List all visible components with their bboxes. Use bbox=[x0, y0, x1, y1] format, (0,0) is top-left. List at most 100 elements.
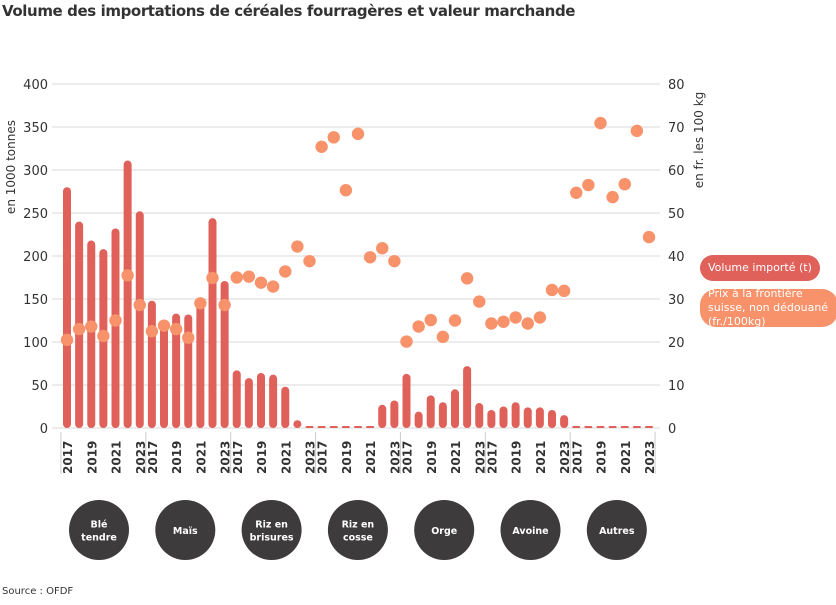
dot-price bbox=[327, 131, 340, 144]
bar-volume bbox=[172, 313, 181, 428]
y-left-tick-label: 300 bbox=[23, 164, 48, 179]
bar-volume bbox=[244, 378, 253, 428]
x-tick-label-year: 2019 bbox=[510, 441, 524, 474]
dot-price bbox=[169, 322, 183, 336]
x-tick-label-year: 2017 bbox=[231, 441, 245, 474]
bar-volume bbox=[451, 389, 459, 428]
x-tick-label-year: 2019 bbox=[85, 441, 99, 474]
dot-price bbox=[497, 315, 510, 328]
dot-price bbox=[376, 242, 389, 255]
category-badge bbox=[155, 500, 216, 560]
dot-price bbox=[109, 314, 122, 327]
bar-volume bbox=[499, 406, 508, 428]
bar-volume bbox=[123, 160, 132, 429]
bar-volume bbox=[402, 373, 411, 428]
bar-volume bbox=[147, 300, 156, 428]
y-right-tick-label: 10 bbox=[668, 379, 685, 394]
bar-volume bbox=[366, 426, 375, 428]
dot-price bbox=[351, 127, 365, 141]
dot-price bbox=[630, 124, 644, 138]
y-right-tick-label: 70 bbox=[668, 121, 685, 136]
dot-price bbox=[339, 184, 353, 197]
bar-volume bbox=[329, 426, 338, 428]
y-right-tick-label: 40 bbox=[668, 250, 685, 265]
bar-volume bbox=[535, 407, 544, 428]
x-tick-label-year: 2019 bbox=[255, 441, 269, 474]
y-right-tick-label: 80 bbox=[668, 78, 685, 93]
dot-price bbox=[194, 297, 207, 310]
x-tick-label-year: 2023 bbox=[304, 441, 318, 474]
x-tick-label-year: 2021 bbox=[110, 441, 124, 474]
dot-price bbox=[254, 276, 268, 289]
dot-price bbox=[230, 271, 243, 284]
category-badge bbox=[69, 500, 129, 560]
dot-price bbox=[72, 322, 86, 336]
dot-price bbox=[206, 271, 219, 285]
dot-price bbox=[412, 320, 425, 333]
dot-price bbox=[97, 329, 110, 343]
bar-volume bbox=[632, 426, 641, 428]
dot-price bbox=[606, 190, 619, 204]
dot-price bbox=[279, 265, 292, 278]
x-tick-label-year: 2019 bbox=[340, 441, 354, 474]
bar-volume bbox=[341, 426, 350, 428]
dot-price bbox=[315, 140, 328, 153]
dot-price bbox=[533, 311, 547, 324]
dot-price bbox=[594, 116, 607, 130]
y-left-tick-label: 50 bbox=[31, 379, 48, 394]
x-tick-label-year: 2023 bbox=[134, 441, 148, 474]
dot-price bbox=[145, 325, 159, 338]
category-label: tendre bbox=[81, 533, 117, 544]
dot-price bbox=[363, 251, 377, 264]
category-badge bbox=[586, 500, 647, 560]
y-right-tick-label: 50 bbox=[668, 207, 685, 222]
legend-price: Prix à la frontière suisse, non dédouané… bbox=[700, 287, 836, 328]
dot-price bbox=[448, 314, 462, 327]
bar-volume bbox=[293, 420, 302, 428]
dot-price bbox=[485, 317, 498, 330]
x-tick-label-year: 2017 bbox=[401, 441, 415, 474]
dot-price bbox=[557, 284, 571, 298]
dot-price bbox=[157, 319, 171, 332]
category-label: brisures bbox=[250, 533, 294, 544]
bar-volume bbox=[620, 426, 629, 428]
bar-volume bbox=[135, 211, 144, 428]
dot-price bbox=[60, 333, 74, 347]
x-tick-label-year: 2021 bbox=[279, 441, 293, 474]
dot-price bbox=[509, 311, 522, 324]
bar-volume bbox=[608, 426, 617, 428]
dot-price bbox=[218, 298, 231, 312]
y-left-tick-label: 100 bbox=[23, 336, 48, 351]
bar-volume bbox=[257, 372, 265, 428]
dot-price bbox=[303, 254, 316, 268]
x-tick-label-year: 2017 bbox=[146, 441, 160, 474]
bar-volume bbox=[87, 240, 96, 428]
bar-volume bbox=[220, 280, 229, 428]
category-label: cosse bbox=[343, 533, 373, 544]
y-left-tick-label: 350 bbox=[23, 121, 48, 136]
bar-volume bbox=[414, 411, 423, 428]
bar-volume bbox=[305, 426, 314, 428]
x-tick-label-year: 2019 bbox=[170, 441, 184, 474]
y-right-tick-label: 0 bbox=[668, 422, 676, 437]
dot-price bbox=[473, 295, 486, 308]
bar-volume bbox=[438, 402, 447, 428]
category-label: Riz en bbox=[342, 520, 375, 531]
bar-volume bbox=[208, 218, 217, 428]
category-badge bbox=[327, 500, 388, 560]
category-label: Orge bbox=[431, 526, 457, 537]
x-tick-label-year: 2023 bbox=[473, 441, 487, 474]
bar-volume bbox=[523, 407, 532, 428]
bar-volume bbox=[475, 403, 484, 428]
y-left-tick-label: 200 bbox=[23, 250, 48, 265]
source-note: Source : OFDF bbox=[2, 586, 74, 597]
y-left-tick-label: 250 bbox=[23, 207, 48, 222]
y-left-tick-label: 150 bbox=[23, 293, 48, 308]
bar-volume bbox=[196, 301, 205, 428]
dot-price bbox=[570, 186, 583, 199]
bar-volume bbox=[232, 370, 241, 428]
bar-volume bbox=[160, 320, 168, 428]
legend-volume: Volume importé (t) bbox=[700, 255, 820, 281]
x-tick-label-year: 2021 bbox=[619, 441, 633, 474]
